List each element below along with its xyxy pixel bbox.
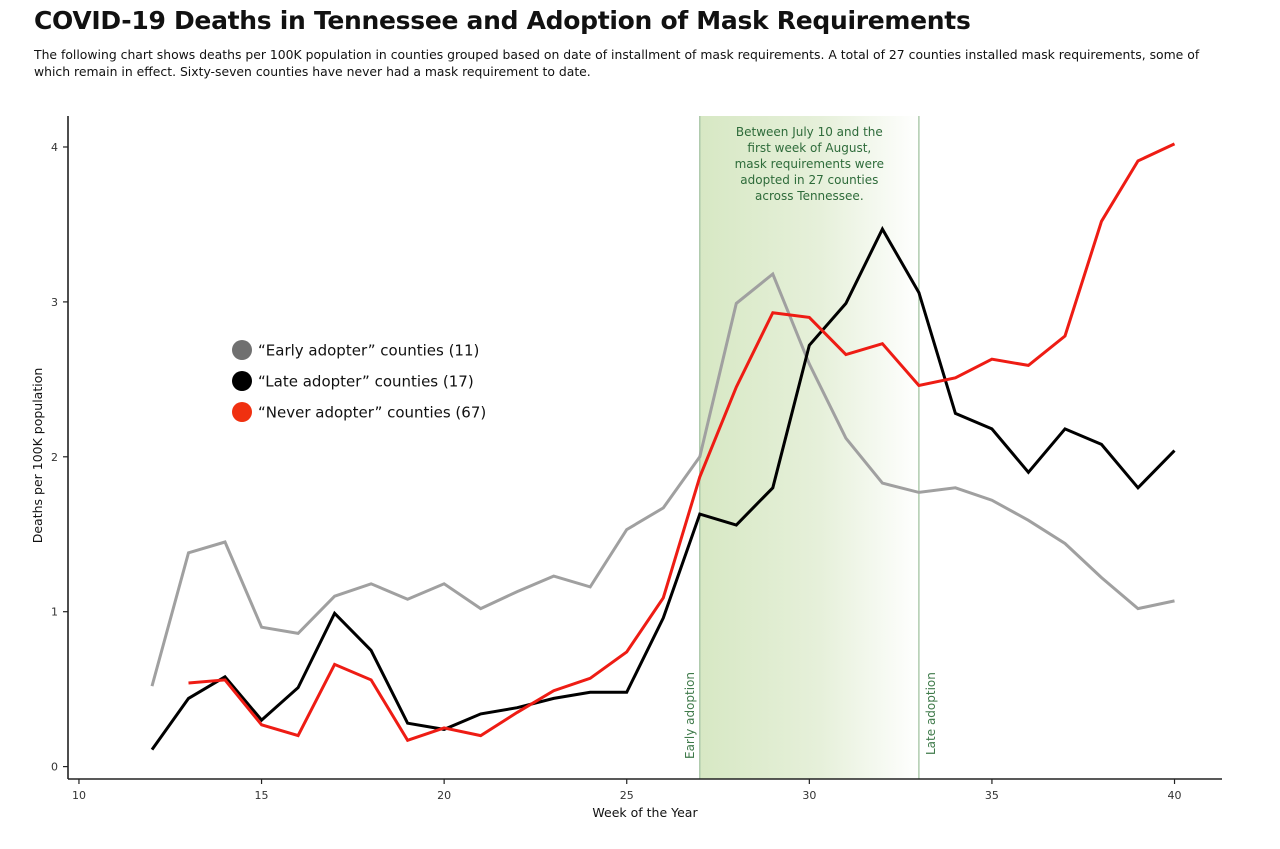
x-tick-label: 35 <box>985 789 999 802</box>
series-line-late <box>150 225 1176 751</box>
legend: “Early adopter” counties (11) “Late adopt… <box>232 340 486 422</box>
annotation-text-line: across Tennessee. <box>755 189 864 203</box>
series-line-never <box>188 142 1176 743</box>
y-tick-label: 0 <box>51 761 58 774</box>
axes: 10 15 20 25 30 35 40 0 1 2 3 4 Week of the Year Death… <box>30 116 1222 820</box>
legend-marker <box>232 371 252 391</box>
annotation-text-line: Between July 10 and the <box>736 125 883 139</box>
series-lines <box>150 142 1176 751</box>
annotation-text-line: adopted in 27 counties <box>740 173 878 187</box>
x-tick-label: 30 <box>802 789 816 802</box>
y-tick-label: 1 <box>51 606 58 619</box>
annotation-text-line: first week of August, <box>747 141 871 155</box>
y-axis-title: Deaths per 100K population <box>30 368 45 544</box>
legend-marker <box>232 340 252 360</box>
legend-label: “Late adopter” counties (17) <box>258 373 474 391</box>
x-tick-label: 15 <box>255 789 269 802</box>
y-tick-label: 3 <box>51 296 58 309</box>
annotation-text-line: mask requirements were <box>735 157 884 171</box>
annotations: Between July 10 and the first week of Aug… <box>683 125 938 759</box>
chart-subtitle: The following chart shows deaths per 100… <box>34 47 1200 79</box>
x-tick-label: 20 <box>437 789 451 802</box>
legend-marker <box>232 402 252 422</box>
x-tick-label: 25 <box>620 789 634 802</box>
series-line-early <box>150 271 1175 687</box>
x-tick-label: 10 <box>72 789 86 802</box>
adoption-period-region <box>699 116 920 779</box>
x-tick-label: 40 <box>1168 789 1182 802</box>
y-tick-label: 2 <box>51 451 58 464</box>
early-adoption-label: Early adoption <box>683 672 697 759</box>
chart-title: COVID-19 Deaths in Tennessee and Adoptio… <box>34 6 971 35</box>
y-tick-label: 4 <box>51 141 58 154</box>
x-axis-title: Week of the Year <box>592 805 698 820</box>
legend-label: “Early adopter” counties (11) <box>258 342 479 360</box>
legend-label: “Never adopter” counties (67) <box>258 404 486 422</box>
late-adoption-label: Late adoption <box>924 672 938 755</box>
shaded-region <box>699 116 919 779</box>
